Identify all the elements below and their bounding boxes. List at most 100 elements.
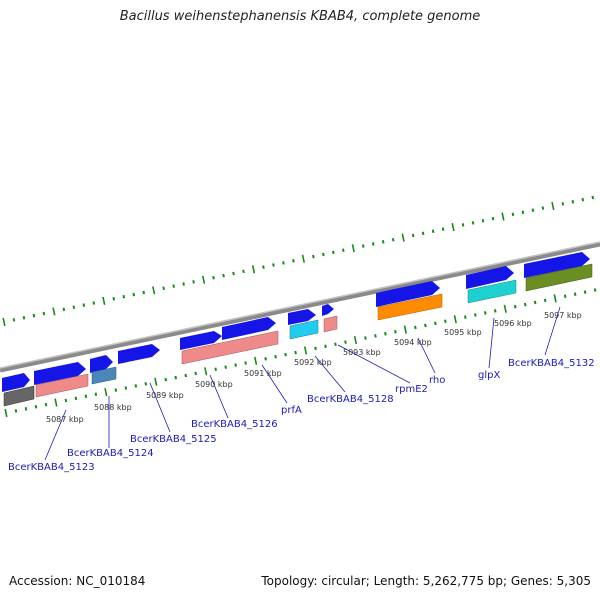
gene-label: BcerKBAB4_5132 <box>508 358 595 369</box>
tick-mark <box>301 254 305 263</box>
gene-label: BcerKBAB4_5125 <box>130 434 217 445</box>
leader-line <box>44 409 67 461</box>
scale-label: 5094 kbp <box>394 338 432 347</box>
scale-label: 5097 kbp <box>544 311 582 320</box>
tick-mark <box>341 248 345 253</box>
tick-mark <box>593 288 597 292</box>
tick-mark <box>351 244 355 253</box>
tick-mark <box>32 313 36 318</box>
tick-mark <box>34 404 38 409</box>
lower-tick-track <box>4 288 597 418</box>
genome-summary: Topology: circular; Length: 5,262,775 bp… <box>261 574 591 588</box>
tick-mark <box>22 316 26 320</box>
tick-mark <box>583 290 587 294</box>
tick-mark <box>581 197 585 202</box>
tick-mark <box>194 371 198 376</box>
tick-mark <box>172 284 175 288</box>
leader-line <box>488 317 495 369</box>
tick-mark <box>174 375 178 380</box>
scale-label: 5093 kbp <box>343 348 381 357</box>
leader-line <box>544 306 561 356</box>
gene-label: rpmE2 <box>395 384 428 395</box>
leader-line <box>261 364 288 404</box>
tick-mark <box>234 363 237 367</box>
tick-mark <box>473 313 477 317</box>
tick-mark <box>251 265 256 274</box>
tick-mark <box>201 275 206 284</box>
tick-mark <box>533 300 537 305</box>
tick-mark <box>551 201 555 211</box>
gene-label: BcerKBAB4_5126 <box>191 419 278 430</box>
accession-text: Accession: NC_010184 <box>9 574 146 588</box>
tick-mark <box>164 377 168 382</box>
tick-mark <box>222 273 225 278</box>
tick-mark <box>471 221 475 225</box>
feature-bar <box>525 263 593 292</box>
tick-mark <box>294 350 297 355</box>
tick-mark <box>62 307 66 312</box>
tick-mark <box>242 269 245 274</box>
tick-mark <box>264 357 267 361</box>
gene-label: BcerKBAB4_5124 <box>67 448 154 459</box>
cds-arrow <box>376 281 440 307</box>
tick-mark <box>84 394 88 399</box>
tick-mark <box>122 294 126 299</box>
cds-arrow <box>288 309 316 325</box>
feature-bar <box>3 385 35 407</box>
leader-line <box>417 337 436 374</box>
tick-mark <box>394 329 397 334</box>
tick-mark <box>513 304 517 309</box>
gene-label: BcerKBAB4_5128 <box>307 394 394 405</box>
tick-mark <box>274 354 277 359</box>
tick-mark <box>24 407 28 411</box>
tick-mark <box>152 286 156 295</box>
gene-label: glpX <box>478 370 500 381</box>
tick-mark <box>74 396 78 401</box>
tick-mark <box>214 367 217 371</box>
scale-label: 5092 kbp <box>294 358 332 367</box>
tick-mark <box>184 373 188 378</box>
scale-label: 5095 kbp <box>444 328 482 337</box>
tick-mark <box>503 304 507 313</box>
tick-mark <box>192 280 195 284</box>
tick-mark <box>324 344 327 349</box>
leader-line <box>337 344 411 384</box>
cds-track <box>2 252 590 392</box>
tick-mark <box>391 237 395 242</box>
tick-mark <box>303 346 308 355</box>
tick-mark <box>571 199 575 204</box>
tick-mark <box>4 408 8 418</box>
feature-track <box>3 263 593 407</box>
tick-mark <box>521 210 525 215</box>
tick-mark <box>54 398 58 407</box>
scale-label: 5096 kbp <box>494 319 532 328</box>
feature-bar <box>289 319 319 340</box>
tick-mark <box>573 292 577 296</box>
tick-mark <box>142 290 146 295</box>
tick-mark <box>132 292 136 297</box>
tick-mark <box>322 252 325 257</box>
tick-mark <box>334 342 337 346</box>
tick-mark <box>374 334 377 338</box>
tick-mark <box>44 402 48 407</box>
tick-mark <box>332 250 335 255</box>
tick-mark <box>444 319 447 324</box>
cds-arrow <box>34 362 86 385</box>
tick-mark <box>384 332 387 336</box>
tick-mark <box>204 367 208 376</box>
tick-mark <box>2 317 6 327</box>
tick-mark <box>461 223 465 227</box>
tick-mark <box>114 388 118 392</box>
tick-mark <box>401 233 405 242</box>
tick-mark <box>451 222 455 232</box>
feature-bar <box>467 279 517 304</box>
tick-mark <box>463 315 467 319</box>
tick-mark <box>424 323 427 328</box>
tick-mark <box>124 386 128 390</box>
tick-mark <box>182 282 185 286</box>
cds-arrow <box>90 355 113 373</box>
tick-mark <box>254 356 258 365</box>
tick-mark <box>272 263 275 267</box>
tick-mark <box>441 227 445 231</box>
